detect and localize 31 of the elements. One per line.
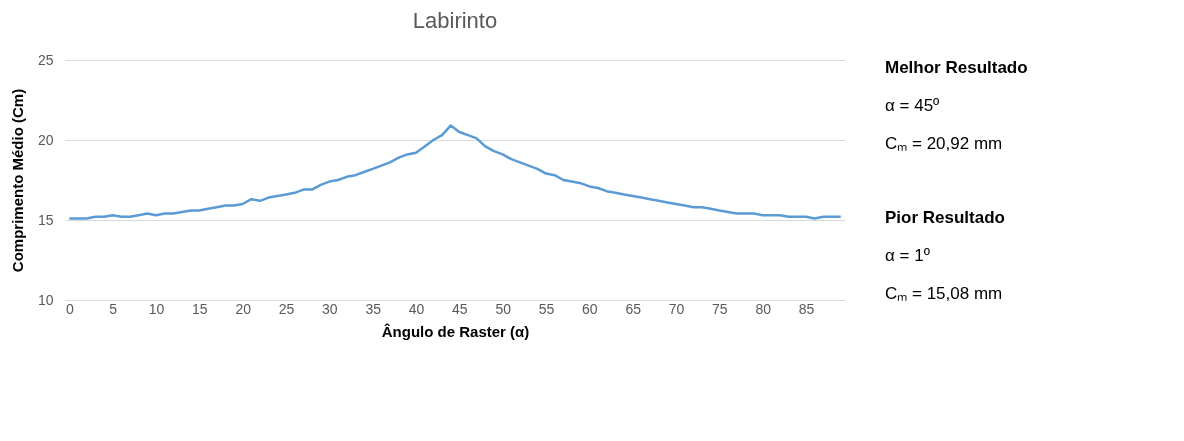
y-tick-label: 15 (37, 211, 54, 228)
x-tick-label: 65 (625, 300, 642, 317)
chart-title: Labirinto (412, 8, 498, 33)
text: α = 1º (885, 246, 930, 265)
x-tick-label: 45 (452, 300, 468, 317)
x-tick-label: 55 (538, 300, 555, 317)
x-tick-label: 0 (65, 300, 74, 317)
x-tick-label: 50 (495, 300, 512, 317)
x-tick-label: 85 (798, 300, 815, 317)
x-tick-label: 30 (322, 300, 338, 317)
text: Cₘ = 15,08 mm (885, 284, 1003, 303)
x-tick-label: 25 (278, 300, 295, 317)
x-tick-label: 10 (148, 300, 165, 317)
y-axis-title: Comprimento Médio (Cm) (8, 88, 26, 273)
x-tick-label: 60 (582, 300, 598, 317)
y-tick-label: 20 (37, 131, 54, 148)
x-axis-title: Ângulo de Raster (α) (381, 322, 530, 340)
x-tick-label: 80 (755, 300, 772, 317)
y-tick-label: 25 (37, 51, 54, 68)
x-tick-label: 70 (668, 300, 685, 317)
x-tick-label: 75 (712, 300, 728, 317)
x-tick-label: 5 (109, 300, 118, 317)
text: α = 45º (885, 96, 940, 115)
text: Cₘ = 20,92 mm (885, 134, 1003, 153)
x-tick-label: 35 (365, 300, 382, 317)
x-tick-label: 40 (408, 300, 425, 317)
x-tick-label: 20 (235, 300, 252, 317)
text: Pior Resultado (885, 208, 1005, 227)
x-tick-label: 15 (192, 300, 208, 317)
text: Melhor Resultado (885, 58, 1028, 77)
line-series (68, 124, 842, 220)
